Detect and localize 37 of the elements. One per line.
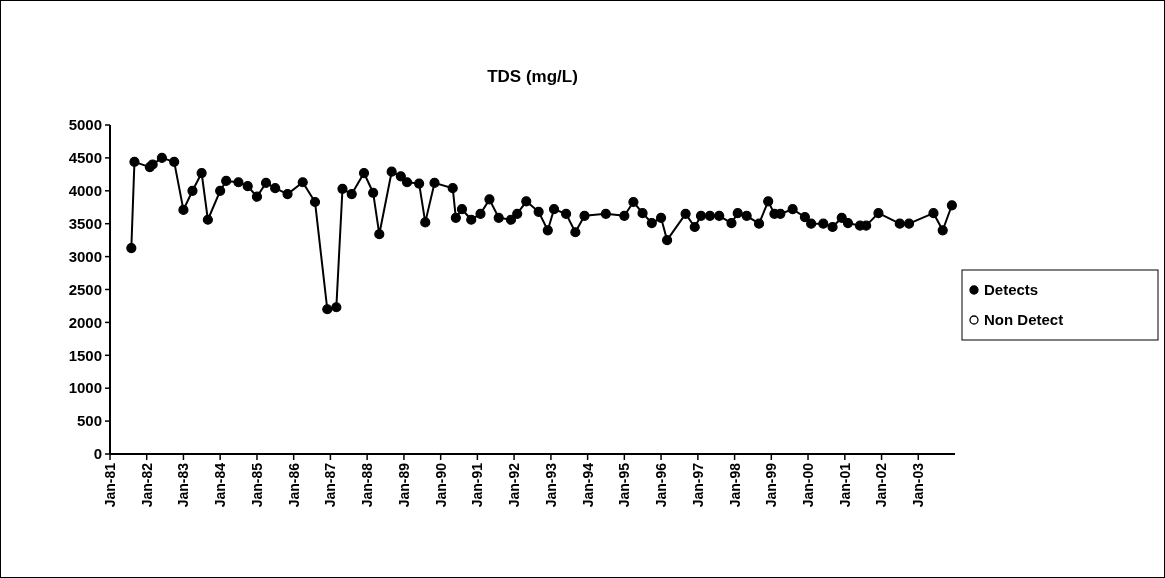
x-tick-label: Jan-81: [101, 462, 118, 508]
y-tick-label: 2000: [68, 313, 102, 331]
legend-label: Non Detect: [984, 311, 1064, 329]
x-tick-label: Jan-83: [175, 462, 192, 508]
x-tick-label: Jan-96: [652, 462, 669, 508]
x-tick-label: Jan-82: [138, 462, 155, 508]
y-tick-label: 0: [93, 445, 102, 463]
x-tick-label: Jan-99: [763, 462, 780, 508]
y-tick-label: 4000: [68, 182, 102, 200]
y-tick-label: 3000: [68, 247, 102, 265]
x-tick-label: Jan-86: [285, 462, 302, 508]
x-tick-label: Jan-93: [542, 462, 559, 508]
chart-title: TDS (mg/L): [487, 67, 578, 86]
x-tick-label: Jan-98: [726, 462, 743, 508]
x-tick-label: Jan-95: [616, 462, 633, 508]
y-tick-label: 3500: [68, 214, 102, 232]
y-tick-label: 2500: [68, 280, 102, 298]
legend-label: Detects: [984, 281, 1039, 299]
x-tick-label: Jan-87: [322, 462, 339, 508]
x-tick-label: Jan-94: [579, 462, 596, 508]
y-tick-label: 4500: [68, 149, 102, 167]
y-tick-label: 500: [76, 412, 102, 430]
x-tick-label: Jan-02: [873, 462, 890, 508]
x-tick-label: Jan-01: [836, 462, 853, 508]
x-tick-label: Jan-85: [248, 462, 265, 508]
x-tick-label: Jan-92: [505, 462, 522, 508]
x-tick-label: Jan-90: [432, 462, 449, 508]
x-tick-label: Jan-88: [359, 462, 376, 508]
x-tick-label: Jan-97: [689, 462, 706, 508]
x-tick-label: Jan-84: [212, 462, 229, 508]
y-tick-label: 1000: [68, 379, 102, 397]
x-tick-label: Jan-89: [395, 462, 412, 508]
y-tick-label: 1500: [68, 346, 102, 364]
x-tick-label: Jan-00: [799, 462, 816, 508]
y-tick-label: 5000: [68, 116, 102, 134]
x-tick-label: Jan-03: [910, 462, 927, 508]
x-tick-label: Jan-91: [469, 462, 486, 508]
